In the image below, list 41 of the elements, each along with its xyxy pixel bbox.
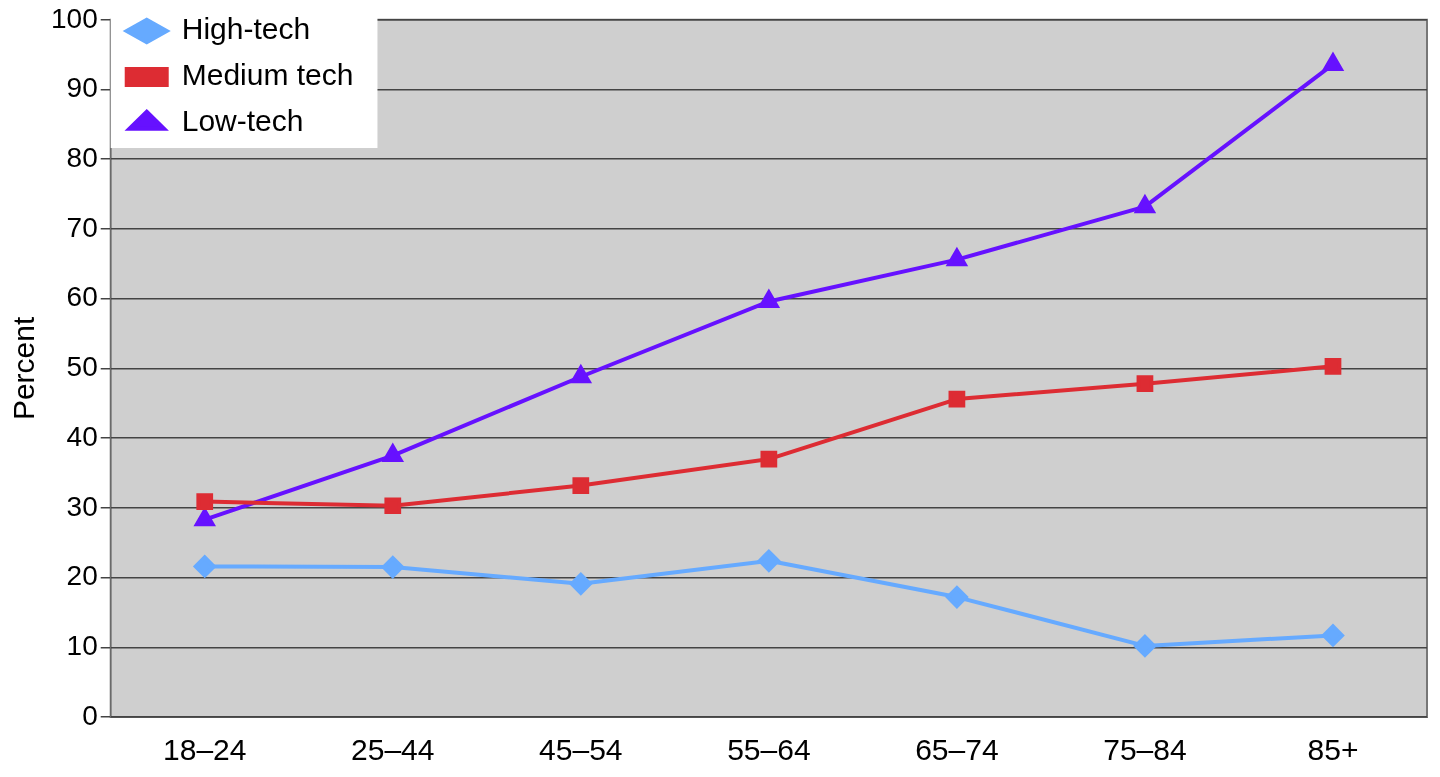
- x-tick-label: 45–54: [539, 733, 623, 767]
- y-tick-label: 20: [66, 560, 98, 592]
- y-tick-label: 10: [66, 630, 98, 661]
- point: [1323, 53, 1343, 71]
- point: [193, 555, 216, 578]
- x-tick-label: 85+: [1307, 733, 1359, 767]
- y-tick-label: 100: [51, 2, 98, 34]
- point: [760, 450, 778, 468]
- y-tick-label: 50: [66, 351, 98, 383]
- point: [572, 477, 590, 494]
- point: [384, 497, 402, 515]
- legend-label: Medium tech: [181, 58, 354, 92]
- point: [1321, 624, 1344, 647]
- y-tick-label: 60: [66, 281, 98, 313]
- point: [1136, 375, 1154, 393]
- x-tick-label: 75–84: [1103, 733, 1187, 767]
- legend-label: High-tech: [181, 12, 311, 46]
- y-axis-title: Percent: [7, 316, 41, 421]
- x-tick-label: 65–74: [915, 733, 999, 767]
- x-tick-label: 55–64: [727, 733, 811, 767]
- point: [759, 290, 779, 308]
- point: [194, 508, 215, 527]
- y-tick-label: 30: [66, 490, 98, 522]
- point: [1133, 193, 1156, 214]
- y-tick-label: 90: [66, 72, 98, 104]
- point: [948, 390, 966, 408]
- y-tick-label: 40: [66, 420, 98, 452]
- point: [196, 493, 214, 510]
- point: [381, 556, 404, 579]
- x-tick-label: 18–24: [163, 733, 247, 767]
- point: [1133, 634, 1156, 657]
- point: [757, 549, 780, 572]
- point: [569, 572, 592, 595]
- x-tick-label: 25–44: [351, 733, 435, 767]
- point: [1324, 357, 1342, 375]
- y-tick-label: 70: [66, 211, 98, 243]
- y-tick-label: 0: [82, 699, 98, 731]
- point: [945, 246, 968, 267]
- y-tick-label: 80: [66, 141, 98, 173]
- legend-label: Low-tech: [181, 104, 304, 138]
- point: [945, 586, 968, 609]
